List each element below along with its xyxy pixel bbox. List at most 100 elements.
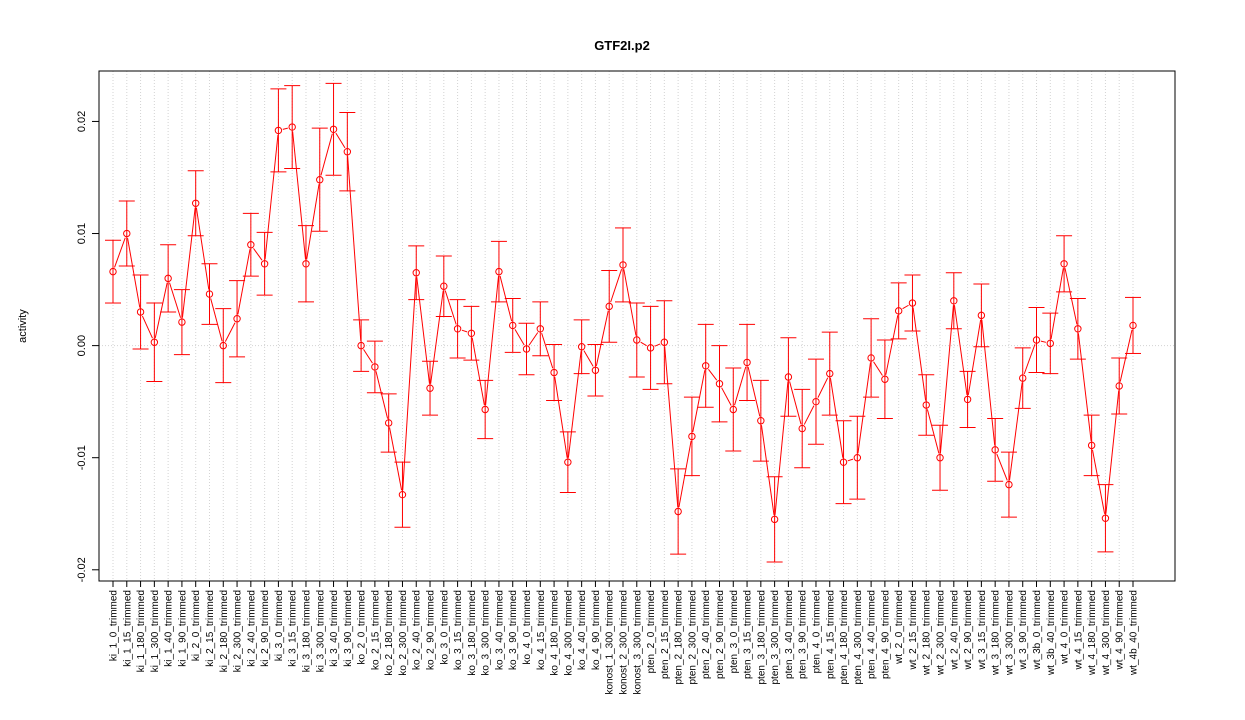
line-segment (402, 277, 417, 491)
data-point (357, 341, 365, 350)
data-point (398, 490, 407, 499)
x-tick-label: ko_2_0_trimmed (357, 590, 368, 664)
line-segment (375, 371, 389, 419)
x-tick-label: wt_4_180_trimmed (1087, 590, 1098, 676)
data-point (881, 375, 889, 383)
x-tick-label: pten_2_0_trimmed (646, 590, 657, 673)
line-segment (169, 282, 182, 318)
line-segment (335, 132, 346, 149)
line-segment (389, 427, 403, 491)
line-segment (967, 319, 982, 396)
x-tick-label: ko_4_300_trimmed (563, 590, 574, 676)
error-bar (1042, 312, 1059, 375)
data-point (688, 432, 696, 441)
data-point (205, 290, 214, 298)
line-segment (708, 369, 718, 381)
error-bar (876, 339, 893, 419)
data-point (260, 260, 269, 268)
line-segment (654, 343, 661, 347)
error-bar (587, 343, 604, 397)
data-point (1115, 382, 1123, 390)
line-segment (114, 237, 126, 268)
data-point (784, 373, 793, 381)
error-bar (987, 417, 1004, 482)
x-tick-label: ki_2_300_trimmed (233, 590, 244, 672)
line-segment (528, 332, 539, 346)
error-bar (959, 370, 976, 428)
line-segment (567, 351, 582, 458)
error-bar (311, 127, 328, 232)
error-bar (642, 305, 659, 390)
line-segment (829, 378, 844, 458)
line-segment (141, 315, 153, 339)
data-point (867, 354, 875, 362)
data-point (384, 419, 393, 427)
y-tick-label: -0.02 (76, 557, 88, 582)
error-bar (1000, 451, 1017, 518)
error-bar (890, 282, 907, 340)
x-tick-label: ko_3_180_trimmed (467, 590, 478, 676)
x-tick-label: wt_2_0_trimmed (894, 590, 905, 665)
line-segment (803, 405, 815, 425)
x-tick-label: ki_3_180_trimmed (301, 590, 312, 672)
error-bar (1111, 357, 1128, 415)
x-tick-label: pten_4_15_trimmed (825, 590, 836, 679)
data-point (274, 126, 283, 135)
x-tick-label: ko_3_15_trimmed (453, 590, 464, 670)
y-tick-label: 0.01 (76, 223, 88, 244)
x-tick-label: ki_2_90_trimmed (260, 590, 271, 667)
x-tick-label: ko_3_300_trimmed (481, 590, 492, 676)
error-bar (821, 331, 838, 416)
x-tick-label: konost_3_300_trimmed (632, 590, 643, 695)
data-point (481, 405, 489, 414)
line-segment (902, 304, 909, 310)
error-bar (187, 170, 204, 237)
data-point (991, 446, 999, 454)
line-segment (692, 370, 706, 433)
line-segment (181, 207, 196, 318)
x-tick-label: ki_3_0_trimmed (274, 590, 285, 661)
error-bar (284, 85, 301, 170)
data-point (495, 267, 503, 276)
data-point (1129, 321, 1137, 330)
x-tick-label: wt_3_90_trimmed (1018, 590, 1029, 670)
x-tick-label: ki_1_90_trimmed (177, 590, 188, 667)
data-point (233, 315, 241, 323)
data-point (715, 380, 724, 388)
error-bar (1097, 484, 1114, 553)
line-segment (347, 156, 362, 342)
data-point (178, 318, 186, 326)
data-point (136, 308, 145, 316)
line-segment (664, 346, 679, 508)
x-tick-label: pten_4_300_trimmed (853, 590, 864, 685)
x-tick-label: wt_2_180_trimmed (922, 590, 933, 676)
line-segment (1040, 340, 1047, 343)
error-bar (1056, 235, 1073, 293)
x-tick-label: ko_2_300_trimmed (398, 590, 409, 676)
data-point (922, 401, 930, 409)
data-point (329, 125, 338, 133)
x-tick-label: ko_4_40_trimmed (577, 590, 588, 670)
data-point (894, 307, 903, 315)
error-bar (1028, 307, 1045, 374)
error-bar (945, 272, 962, 330)
error-bar (559, 431, 576, 493)
line-segment (554, 376, 568, 458)
error-bar (628, 302, 645, 378)
line-segment (499, 275, 513, 322)
error-bar (380, 393, 397, 453)
x-tick-label: ki_2_0_trimmed (191, 590, 202, 661)
data-point (826, 369, 834, 378)
error-bar (973, 283, 990, 348)
line-segment (678, 440, 692, 508)
error-bar (105, 239, 121, 304)
line-segment (857, 362, 871, 454)
data-point (743, 358, 751, 367)
data-point (522, 345, 531, 353)
error-bar (918, 374, 935, 436)
x-tick-label: ki_1_300_trimmed (150, 590, 161, 672)
data-point (288, 123, 296, 131)
x-tick-label: wt_2_300_trimmed (936, 590, 947, 676)
x-tick-label: pten_2_15_trimmed (660, 590, 671, 679)
